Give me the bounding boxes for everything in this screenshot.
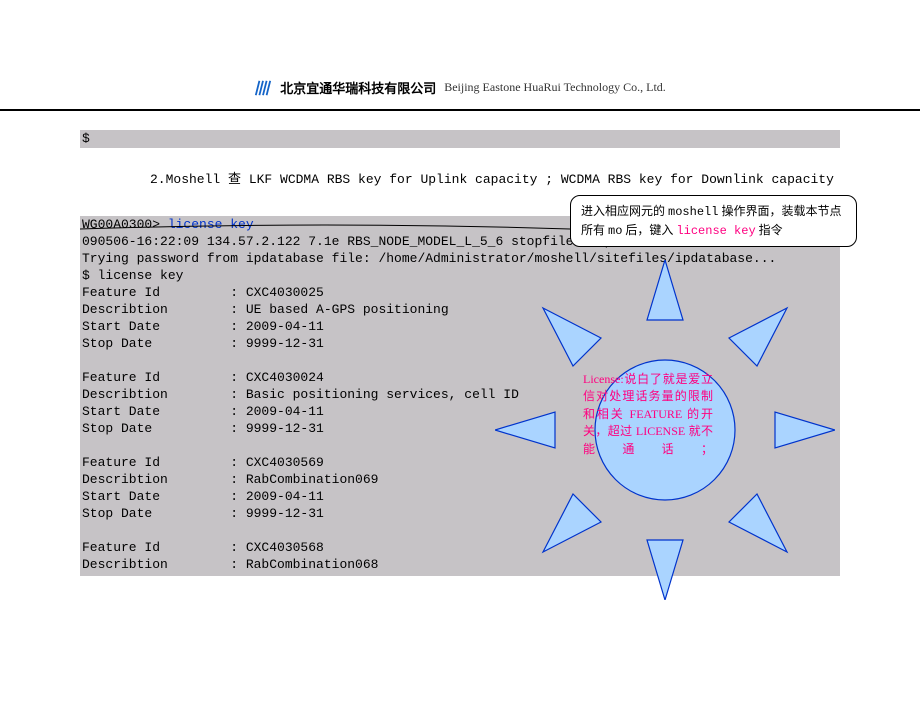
- terminal-line-2: 090506-16:22:09 134.57.2.122 7.1e RBS_NO…: [82, 234, 652, 249]
- terminal-output: WG00A0300> license key 090506-16:22:09 1…: [80, 216, 840, 576]
- page-header: 北京宜通华瑞科技有限公司 Beijing Eastone HuaRui Tech…: [0, 78, 920, 111]
- dollar-prompt-bar: $: [80, 130, 840, 148]
- terminal-line-3: Trying password from ipdatabase file: /h…: [82, 251, 776, 266]
- callout-mono-1: moshell: [668, 205, 718, 219]
- callout-mono-2: mo: [608, 224, 622, 238]
- callout-tail: [80, 224, 570, 234]
- callout-cmd: license key: [676, 224, 755, 238]
- terminal-feature-block: Feature Id : CXC4030025 Describtion : UE…: [82, 285, 519, 572]
- sun-explanation-text: License:说白了就是爱立信对处理话务量的限制和相关 FEATURE 的开关…: [583, 371, 713, 458]
- company-name-cn: 北京宜通华瑞科技有限公司: [280, 78, 436, 97]
- company-name-en: Beijing Eastone HuaRui Technology Co., L…: [444, 80, 666, 95]
- terminal-line-4: $ license key: [82, 268, 183, 283]
- callout-text-3: 后，键入: [625, 223, 673, 237]
- section-title: 2.Moshell 查 LKF WCDMA RBS key for Uplink…: [150, 168, 834, 187]
- instruction-callout: 进入相应网元的 moshell 操作界面，装载本节点所有 mo 后，键入 lic…: [570, 195, 857, 247]
- company-logo: [254, 79, 272, 97]
- callout-text-4: 指令: [759, 223, 783, 237]
- callout-text-1: 进入相应网元的: [581, 204, 665, 218]
